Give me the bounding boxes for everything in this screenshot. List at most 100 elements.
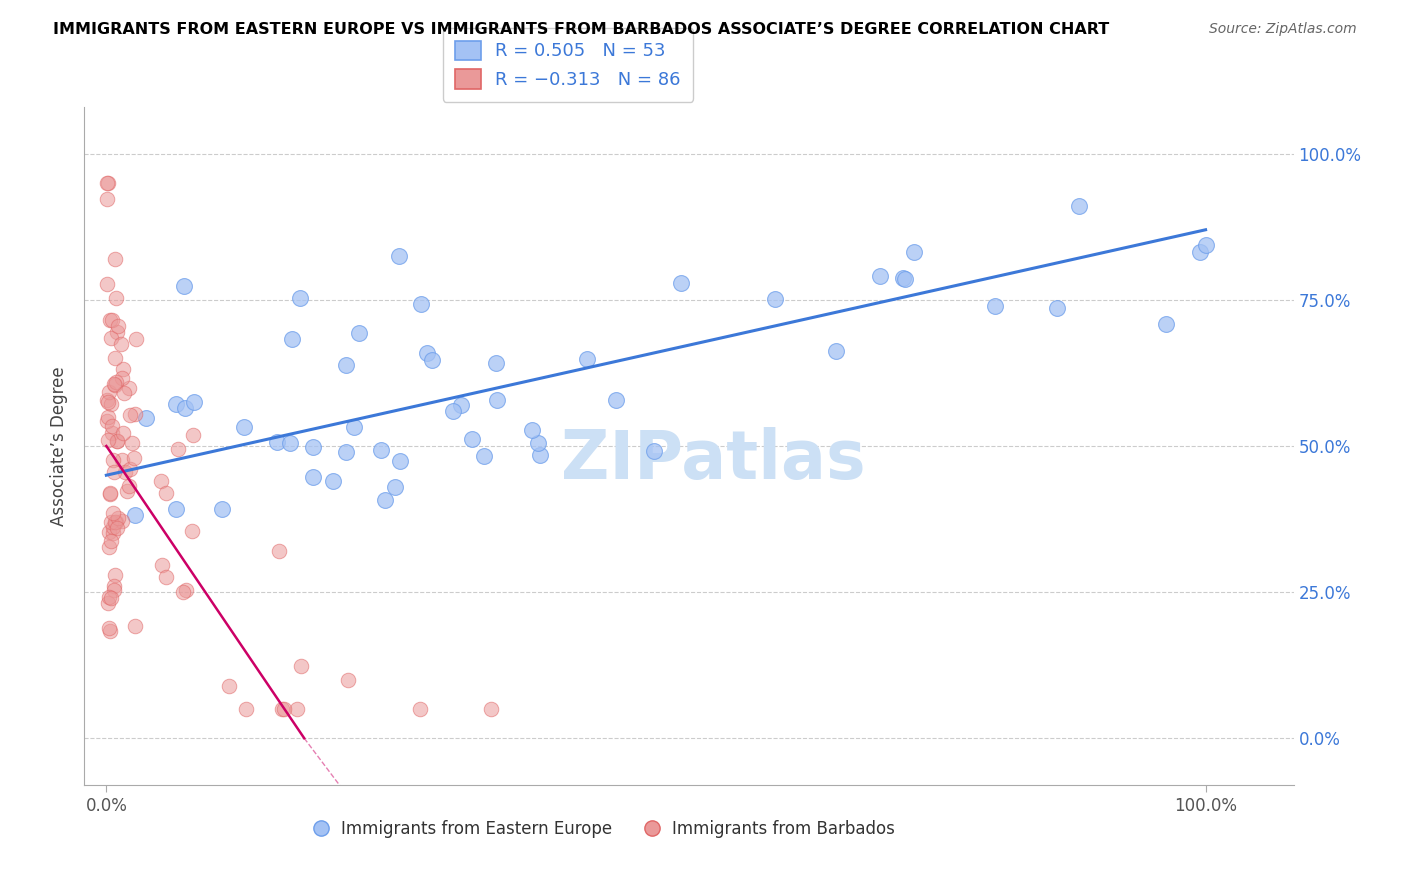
Point bbox=[124, 407, 146, 421]
Point bbox=[420, 353, 443, 368]
Point bbox=[98, 486, 121, 500]
Point bbox=[450, 398, 472, 412]
Point bbox=[322, 474, 344, 488]
Point bbox=[124, 508, 146, 522]
Point bbox=[486, 393, 509, 408]
Point bbox=[107, 511, 129, 525]
Point bbox=[125, 332, 148, 346]
Point bbox=[605, 392, 627, 407]
Point bbox=[105, 375, 128, 389]
Point bbox=[100, 533, 122, 548]
Point bbox=[575, 352, 598, 367]
Point bbox=[96, 394, 118, 409]
Point bbox=[105, 434, 128, 449]
Point bbox=[105, 515, 128, 529]
Point bbox=[104, 515, 127, 529]
Point bbox=[150, 475, 173, 489]
Point bbox=[271, 702, 294, 716]
Point bbox=[441, 404, 464, 418]
Point bbox=[174, 582, 197, 597]
Point bbox=[96, 192, 118, 206]
Point bbox=[218, 679, 240, 693]
Point bbox=[98, 486, 121, 500]
Point bbox=[97, 433, 120, 447]
Point bbox=[135, 411, 157, 425]
Point bbox=[98, 541, 121, 555]
Point bbox=[232, 420, 254, 434]
Point bbox=[173, 278, 195, 293]
Point bbox=[100, 331, 122, 345]
Point bbox=[111, 425, 134, 440]
Point bbox=[183, 428, 205, 442]
Point bbox=[335, 444, 357, 458]
Point bbox=[121, 435, 143, 450]
Point bbox=[101, 425, 124, 440]
Point bbox=[388, 453, 411, 467]
Point bbox=[267, 544, 290, 558]
Point bbox=[1069, 198, 1091, 212]
Point bbox=[643, 444, 665, 458]
Text: IMMIGRANTS FROM EASTERN EUROPE VS IMMIGRANTS FROM BARBADOS ASSOCIATE’S DEGREE CO: IMMIGRANTS FROM EASTERN EUROPE VS IMMIGR… bbox=[53, 22, 1109, 37]
Point bbox=[97, 524, 120, 539]
Point bbox=[155, 570, 177, 584]
Point bbox=[117, 484, 139, 499]
Point bbox=[1194, 237, 1216, 252]
Point bbox=[120, 408, 142, 422]
Point bbox=[110, 337, 132, 351]
Point bbox=[825, 344, 848, 359]
Point bbox=[103, 579, 125, 593]
Point bbox=[98, 385, 121, 400]
Point bbox=[183, 395, 205, 409]
Point bbox=[104, 351, 127, 365]
Point bbox=[280, 332, 302, 346]
Point bbox=[408, 702, 430, 716]
Point bbox=[101, 419, 124, 434]
Point bbox=[288, 291, 311, 305]
Point bbox=[529, 448, 551, 462]
Point bbox=[388, 249, 411, 263]
Text: Source: ZipAtlas.com: Source: ZipAtlas.com bbox=[1209, 22, 1357, 37]
Point bbox=[124, 619, 146, 633]
Point bbox=[384, 480, 406, 494]
Point bbox=[111, 362, 134, 376]
Point bbox=[103, 376, 125, 391]
Point bbox=[180, 524, 202, 538]
Point bbox=[97, 410, 120, 425]
Point bbox=[1189, 245, 1212, 260]
Point bbox=[903, 244, 925, 259]
Y-axis label: Associate’s Degree: Associate’s Degree bbox=[49, 367, 67, 525]
Point bbox=[122, 450, 145, 465]
Point bbox=[479, 702, 502, 716]
Point bbox=[461, 432, 484, 446]
Point bbox=[105, 325, 128, 339]
Point bbox=[235, 702, 257, 716]
Point bbox=[869, 268, 891, 283]
Point bbox=[118, 381, 141, 395]
Point bbox=[101, 453, 124, 467]
Point bbox=[165, 502, 187, 516]
Point bbox=[285, 702, 308, 716]
Point bbox=[370, 442, 392, 457]
Point bbox=[891, 271, 914, 285]
Point bbox=[103, 525, 125, 540]
Point bbox=[527, 435, 550, 450]
Point bbox=[983, 300, 1005, 314]
Point bbox=[669, 277, 692, 291]
Point bbox=[111, 453, 134, 467]
Point bbox=[155, 485, 177, 500]
Point bbox=[103, 506, 125, 520]
Point bbox=[118, 462, 141, 476]
Point bbox=[104, 291, 127, 305]
Point bbox=[374, 492, 396, 507]
Point bbox=[166, 442, 188, 457]
Point bbox=[409, 297, 432, 311]
Point bbox=[301, 470, 323, 484]
Point bbox=[101, 313, 124, 327]
Point bbox=[107, 319, 129, 334]
Point bbox=[1154, 317, 1177, 331]
Point bbox=[290, 659, 312, 673]
Point bbox=[96, 277, 118, 291]
Point bbox=[173, 401, 195, 415]
Point bbox=[111, 514, 134, 528]
Point bbox=[98, 620, 121, 634]
